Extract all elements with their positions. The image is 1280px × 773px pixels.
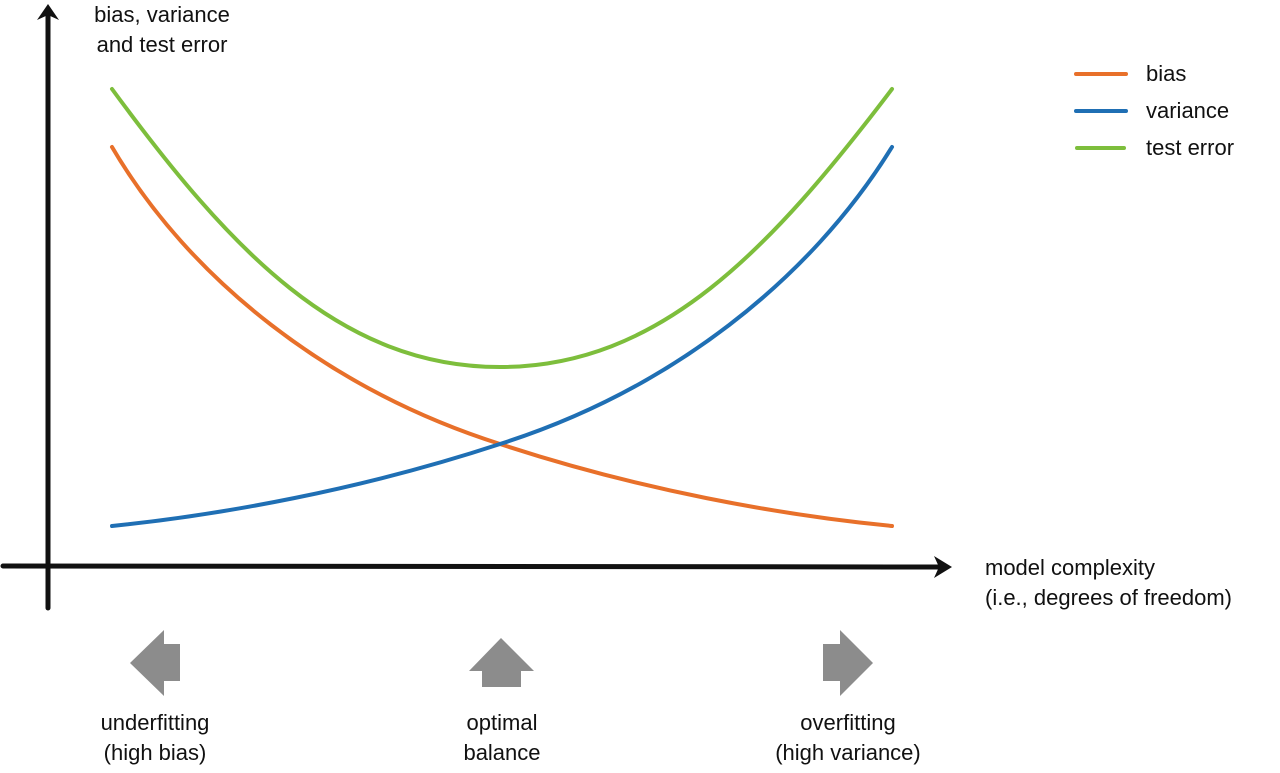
annotation-overfitting: overfitting (high variance) <box>728 708 968 768</box>
annotation-optimal-line2: balance <box>463 740 541 765</box>
bias-curve <box>110 145 894 528</box>
x-axis-label-line2: (i.e., degrees of freedom) <box>985 585 1233 610</box>
legend-label-variance: variance <box>1146 98 1230 123</box>
y-axis-label: bias, variance and test error <box>62 0 262 60</box>
x-axis <box>0 556 952 578</box>
arrow-up-icon <box>469 638 534 687</box>
annotation-underfitting-line1: underfitting <box>100 710 210 735</box>
y-axis <box>37 4 59 611</box>
x-axis-label-line1: model complexity <box>985 555 1155 580</box>
annotation-underfitting: underfitting (high bias) <box>35 708 275 768</box>
annotation-optimal-line1: optimal <box>466 710 538 735</box>
legend-label-bias: bias <box>1146 61 1187 86</box>
y-axis-label-line2: and test error <box>96 32 228 57</box>
annotation-underfitting-line2: (high bias) <box>103 740 207 765</box>
y-axis-label-line1: bias, variance <box>94 2 230 27</box>
legend <box>1074 72 1128 150</box>
annotation-optimal-balance: optimal balance <box>382 708 622 768</box>
legend-label-test-error: test error <box>1146 135 1235 160</box>
arrow-right-icon <box>823 630 873 696</box>
x-axis-arrowhead-icon <box>934 556 952 578</box>
annotation-overfitting-line1: overfitting <box>800 710 896 735</box>
annotation-overfitting-line2: (high variance) <box>775 740 921 765</box>
y-axis-arrowhead-icon <box>37 4 59 20</box>
variance-curve <box>110 145 894 528</box>
test-error-curve <box>110 87 894 370</box>
arrow-left-icon <box>130 630 180 696</box>
x-axis-label: model complexity (i.e., degrees of freed… <box>985 553 1232 613</box>
